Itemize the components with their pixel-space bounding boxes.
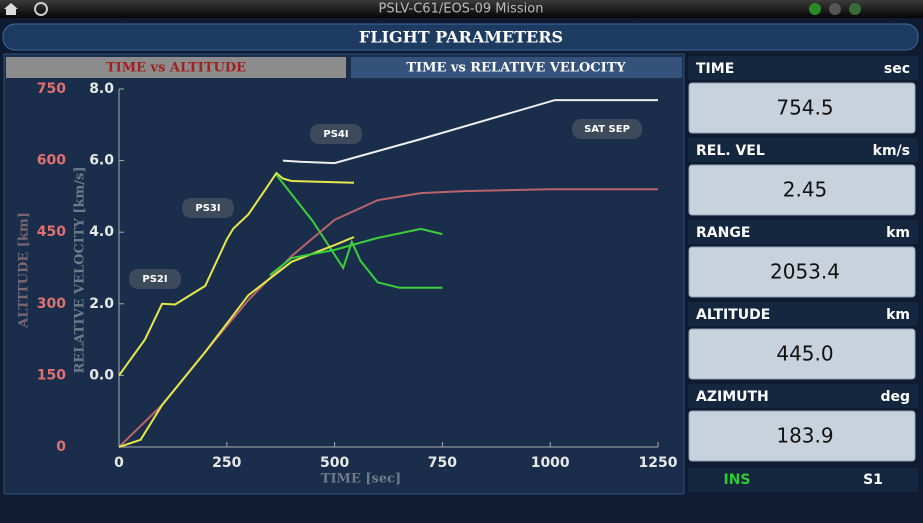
readout-header <box>688 220 918 244</box>
readout-box <box>688 164 916 216</box>
readout-unit: km <box>886 225 910 241</box>
y2-tick-label: 8.0 <box>89 81 114 97</box>
readout-label: AZIMUTH <box>696 389 769 405</box>
readout-unit: sec <box>884 61 910 77</box>
tab-label[interactable]: TIME vs ALTITUDE <box>106 61 246 76</box>
y2-tick-label: 0.0 <box>89 367 114 383</box>
readout-value: 754.5 <box>776 96 833 120</box>
readout-box <box>688 328 916 380</box>
panel-title-bar <box>2 23 919 51</box>
y2-axis-title: RELATIVE VELOCITY [km/s] <box>73 166 88 373</box>
status-icon <box>849 3 861 15</box>
y-tick-label: 300 <box>37 296 66 312</box>
x-tick-label: 1000 <box>531 455 570 471</box>
series-line <box>269 227 443 276</box>
x-tick-label: 250 <box>212 455 241 471</box>
mission-title: PSLV-C61/EOS-09 Mission <box>379 2 544 17</box>
annotation-box <box>310 124 362 144</box>
y-tick-label: 600 <box>37 153 66 169</box>
y2-tick-label: 2.0 <box>89 296 114 312</box>
status-icon <box>809 3 821 15</box>
y2-tick-label: 4.0 <box>89 224 114 240</box>
panel-title: FLIGHT PARAMETERS <box>359 28 563 47</box>
annotation-box <box>129 269 181 289</box>
readout-label: REL. VEL <box>696 143 765 159</box>
readout-header <box>688 138 918 162</box>
annotation-box <box>572 119 642 139</box>
y-axis-title: ALTITUDE [km] <box>17 212 32 329</box>
readout-box <box>688 410 916 462</box>
y-tick-label: 450 <box>37 224 66 240</box>
readout-box <box>688 82 916 134</box>
readout-unit: km <box>886 307 910 323</box>
readout-header <box>688 384 918 408</box>
readout-header <box>688 302 918 326</box>
x-tick-label: 500 <box>320 455 349 471</box>
readout-label: RANGE <box>696 225 750 241</box>
readout-value: 2.45 <box>783 178 828 202</box>
readout-label: ALTITUDE <box>696 307 770 323</box>
readout-value: 183.9 <box>776 424 833 448</box>
series-line <box>118 236 355 448</box>
annotation: SAT SEP <box>584 124 630 135</box>
status-icon <box>829 3 841 15</box>
y-tick-label: 150 <box>37 367 66 383</box>
x-tick-label: 0 <box>114 455 124 471</box>
nav-mode: INS <box>723 472 750 488</box>
annotation: PS2I <box>142 274 167 285</box>
series-line <box>275 174 443 289</box>
x-tick-label: 750 <box>428 455 457 471</box>
x-axis-title: TIME [sec] <box>321 472 401 487</box>
tab-label[interactable]: TIME vs RELATIVE VELOCITY <box>406 61 626 76</box>
series-line <box>282 99 658 165</box>
readout-value: 445.0 <box>776 342 833 366</box>
series-line <box>118 171 355 376</box>
home-icon[interactable] <box>4 3 18 15</box>
readout-unit: deg <box>880 389 910 405</box>
readout-header <box>688 56 918 80</box>
readout-unit: km/s <box>873 143 910 159</box>
tab[interactable] <box>351 57 682 78</box>
readout-label: TIME <box>696 61 734 77</box>
x-tick-label: 1250 <box>639 455 678 471</box>
y2-tick-label: 6.0 <box>89 153 114 169</box>
tab[interactable] <box>6 57 346 78</box>
annotation: PS3I <box>195 203 220 214</box>
stage: S1 <box>863 472 883 488</box>
readout-value: 2053.4 <box>770 260 840 284</box>
settings-icon[interactable] <box>34 2 48 16</box>
annotation: PS4I <box>323 129 348 140</box>
status-bar <box>688 468 918 492</box>
top-bar <box>0 0 923 18</box>
readout-box <box>688 246 916 298</box>
y-tick-label: 750 <box>37 81 66 97</box>
y-tick-label: 0 <box>56 439 66 455</box>
annotation-box <box>182 198 234 218</box>
